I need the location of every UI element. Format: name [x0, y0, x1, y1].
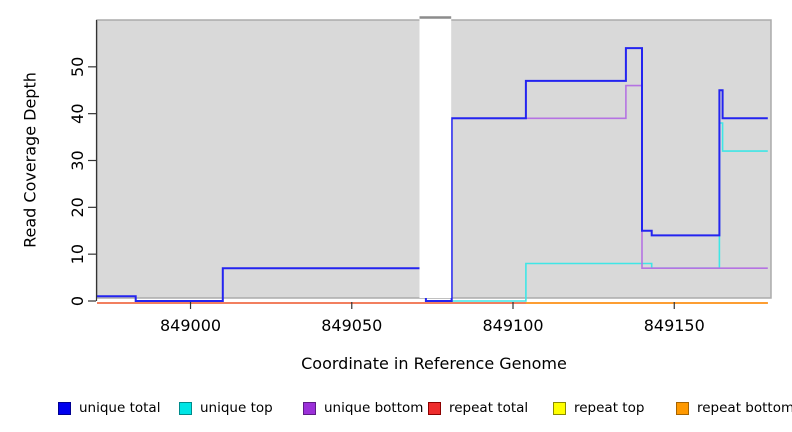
legend-swatch-repeat-top — [553, 401, 566, 415]
legend-label-repeat-bottom: repeat bottom — [697, 400, 792, 416]
legend-swatch-unique-top — [179, 401, 192, 415]
y-axis-title: Read Coverage Depth — [20, 72, 40, 248]
x-tick-label: 849100 — [482, 316, 543, 335]
legend-item-repeat-total: repeat total — [428, 400, 528, 416]
legend-label-unique-bottom: unique bottom — [324, 400, 424, 416]
legend-swatch-repeat-bottom — [676, 401, 689, 415]
x-axis-title: Coordinate in Reference Genome — [301, 354, 567, 373]
series-unique-total — [97, 47, 768, 302]
legend-label-repeat-total: repeat total — [449, 400, 529, 416]
y-tick-label: 30 — [68, 150, 87, 170]
y-tick-label: 40 — [68, 103, 87, 123]
x-tick-label: 849150 — [644, 316, 705, 335]
legend-label-unique-total: unique total — [79, 400, 161, 416]
missing-data-band — [419, 16, 452, 298]
legend-label-unique-top: unique top — [200, 400, 273, 416]
y-tick-label: 0 — [68, 296, 87, 306]
legend-item-unique-bottom: unique bottom — [303, 400, 423, 416]
legend-swatch-unique-bottom — [303, 401, 316, 415]
y-tick-label: 10 — [68, 244, 87, 264]
y-tick-label: 20 — [68, 197, 87, 217]
y-tick-label: 50 — [68, 57, 87, 77]
x-tick-label: 849000 — [160, 316, 221, 335]
legend-label-repeat-top: repeat top — [574, 400, 645, 416]
legend-item-repeat-bottom: repeat bottom — [676, 400, 792, 416]
legend-item-unique-top: unique top — [179, 400, 273, 416]
legend-swatch-unique-total — [58, 401, 71, 415]
legend-item-repeat-top: repeat top — [553, 400, 644, 416]
legend-swatch-repeat-total — [428, 401, 441, 415]
x-tick-label: 849050 — [321, 316, 382, 335]
legend-item-unique-total: unique total — [58, 400, 160, 416]
